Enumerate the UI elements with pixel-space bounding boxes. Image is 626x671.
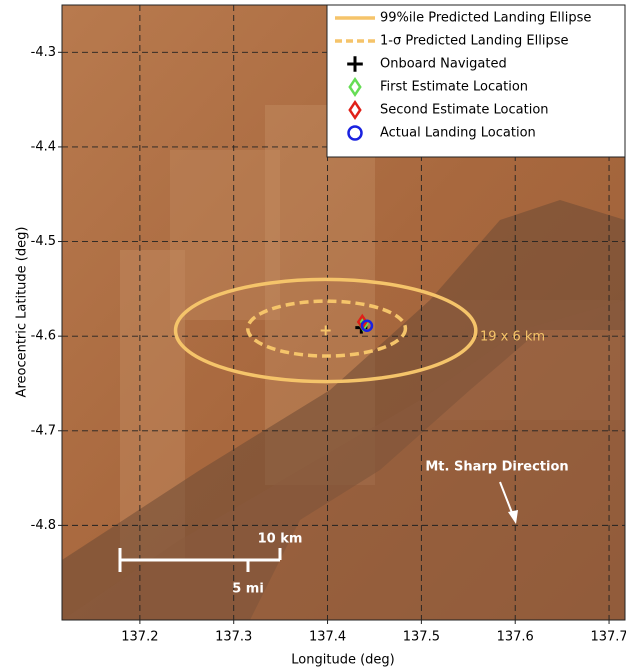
scale-km-label: 10 km (258, 532, 303, 547)
scale-mi-label: 5 mi (232, 582, 264, 597)
legend-label: 99%ile Predicted Landing Ellipse (380, 11, 591, 26)
y-tick-label: -4.8 (31, 518, 56, 533)
y-tick-label: -4.6 (31, 329, 56, 344)
y-axis-label: Areocentric Latitude (deg) (15, 227, 30, 398)
y-tick-label: -4.7 (31, 423, 56, 438)
y-tick-label: -4.5 (31, 234, 56, 249)
direction-label: Mt. Sharp Direction (425, 460, 568, 475)
legend-label: 1-σ Predicted Landing Ellipse (380, 34, 569, 49)
x-tick-label: 137.3 (215, 630, 252, 645)
legend-label: Actual Landing Location (380, 126, 536, 141)
legend-label: First Estimate Location (380, 80, 528, 95)
x-tick-label: 137.7 (590, 630, 626, 645)
y-tick-label: -4.3 (31, 45, 56, 60)
legend-label: Second Estimate Location (380, 103, 549, 118)
x-tick-label: 137.2 (121, 630, 158, 645)
y-tick-label: -4.4 (31, 139, 56, 154)
x-axis-label: Longitude (deg) (291, 653, 394, 668)
x-tick-label: 137.6 (497, 630, 534, 645)
chart: Longitude (deg) Areocentric Latitude (de… (0, 0, 626, 671)
legend-label: Onboard Navigated (380, 57, 507, 72)
x-tick-label: 137.5 (403, 630, 440, 645)
ellipse-size-label: 19 x 6 km (480, 330, 545, 345)
x-tick-label: 137.4 (309, 630, 346, 645)
